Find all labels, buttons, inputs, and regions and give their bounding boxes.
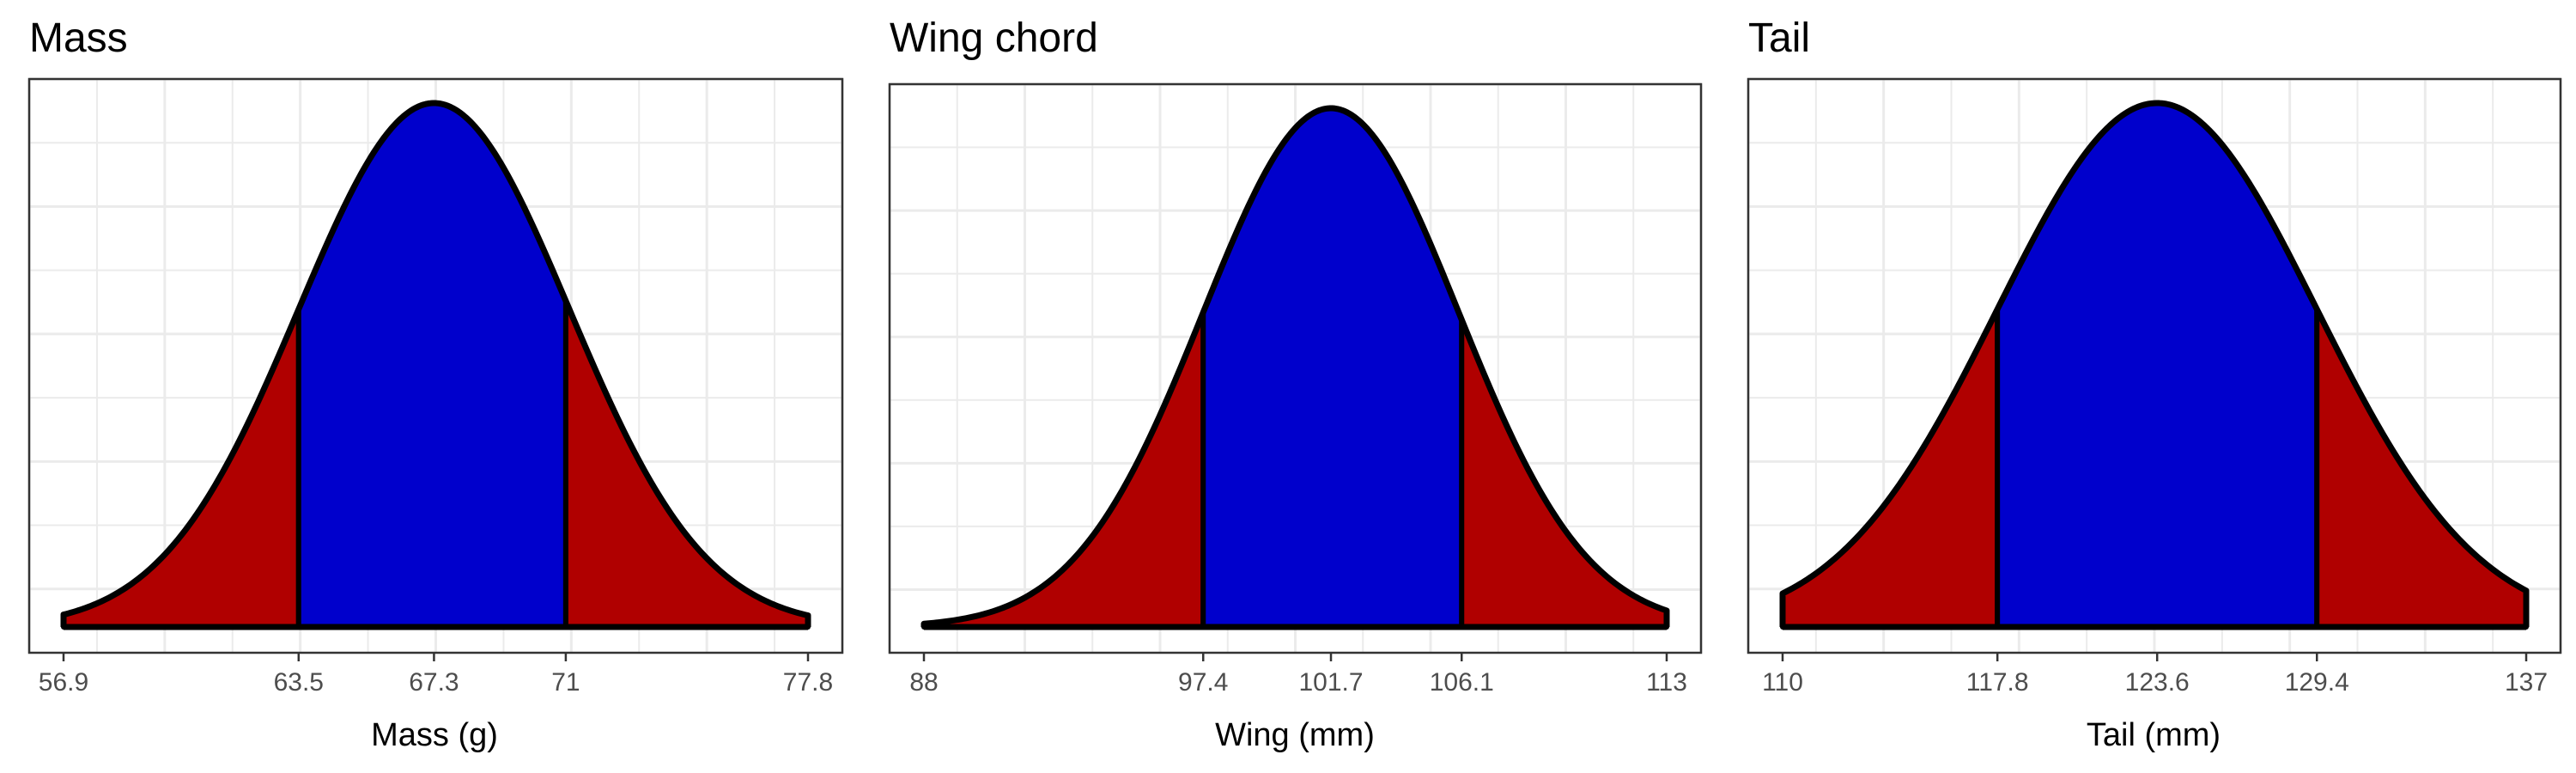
- x-tick-label-mass: 56.9: [39, 668, 88, 697]
- x-axis-label-mass: Mass (g): [371, 717, 498, 753]
- panel-tail: Tail Tail (mm): [1748, 15, 2221, 753]
- density-curve-wing: [920, 105, 1670, 627]
- panel-border-mass: [27, 77, 844, 654]
- panel-title-wing-chord: Wing chord: [890, 15, 1098, 61]
- panel-wing-chord: Wing chord Wing (mm): [890, 15, 1375, 753]
- panel-border-tail: [1747, 77, 2562, 654]
- x-tick-label-mass: 77.8: [783, 668, 833, 697]
- density-curve-mass: [60, 100, 811, 627]
- panel-border-wing: [888, 82, 1703, 654]
- x-axis-label-tail: Tail (mm): [2087, 717, 2221, 753]
- x-tick-label-wing: 97.4: [1178, 668, 1228, 697]
- x-tick-label-mass: 71: [551, 668, 580, 697]
- panel-title-mass: Mass: [29, 15, 128, 61]
- panel-mass: Mass Mass (g) 110 117.8 123.6 129.4 137 88 97.…: [27, 15, 2562, 753]
- grid-wing: 110 117.8 123.6 129.4 137: [888, 77, 2562, 697]
- x-tick-label-tail: 137: [2505, 668, 2548, 697]
- x-tick-label-tail: 117.8: [1966, 668, 2029, 697]
- x-tick-label-tail: 110: [1762, 668, 1803, 697]
- density-curve-tail: [1779, 100, 2530, 627]
- x-tick-label-mass: 63.5: [274, 668, 324, 697]
- x-tick-label-wing: 113: [1646, 668, 1687, 697]
- x-tick-label-mass: 67.3: [409, 668, 459, 697]
- x-tick-label-tail: 129.4: [2285, 668, 2349, 697]
- x-tick-label-wing: 101.7: [1298, 668, 1363, 697]
- panel-title-tail: Tail: [1748, 15, 1810, 61]
- x-axis-label-wing: Wing (mm): [1215, 717, 1375, 753]
- x-tick-label-wing: 88: [909, 668, 938, 697]
- x-tick-label-tail: 123.6: [2125, 668, 2190, 697]
- x-tick-label-wing: 106.1: [1430, 668, 1494, 697]
